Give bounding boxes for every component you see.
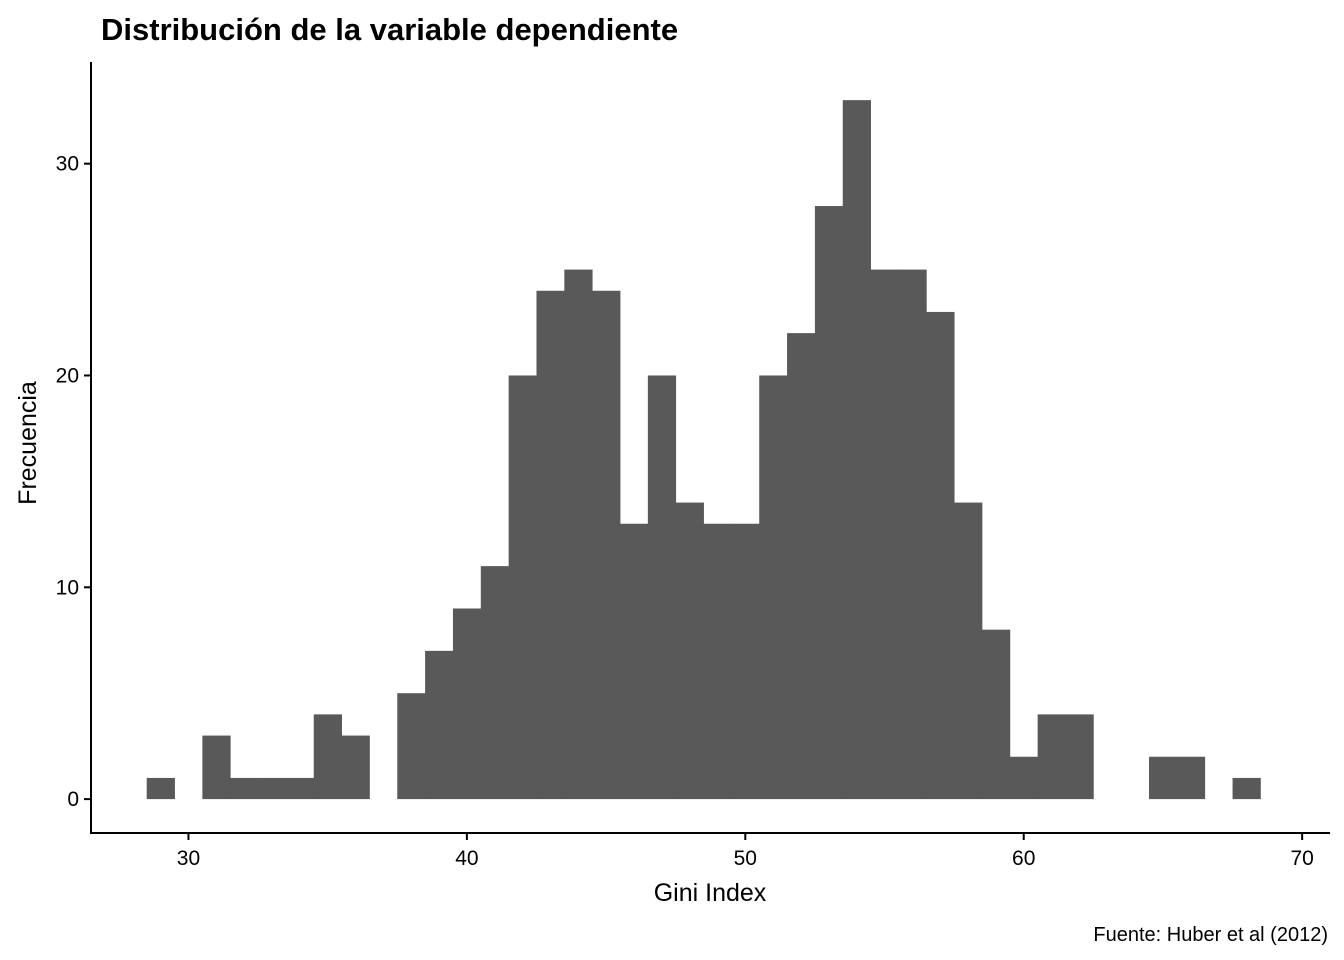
histogram-bar (898, 269, 927, 800)
histogram-bar (954, 502, 983, 800)
histogram-bar (230, 777, 259, 800)
histogram-bar (842, 100, 871, 800)
y-tick-label: 30 (56, 153, 79, 176)
histogram-bar (202, 735, 231, 800)
histogram-bar (759, 375, 788, 800)
histogram-bar (1232, 777, 1261, 800)
histogram-bar (480, 566, 510, 800)
histogram-bar (1065, 714, 1094, 800)
x-tick-label: 30 (177, 847, 200, 870)
histogram-bar (620, 523, 649, 800)
histogram-bar (425, 650, 454, 800)
histogram-bar (703, 523, 732, 800)
chart-title: Distribución de la variable dependiente (101, 12, 678, 47)
histogram-bar (814, 206, 844, 800)
histogram-bar (285, 777, 315, 800)
histogram-bar (536, 290, 565, 800)
histogram-bar (1176, 756, 1206, 800)
x-tick-label: 50 (734, 847, 757, 870)
histogram-bar (258, 777, 287, 800)
x-axis-label: Gini Index (654, 879, 767, 907)
histogram-bar (870, 269, 899, 800)
x-tick-label: 70 (1290, 847, 1313, 870)
x-ticks-group: 30 40 50 60 70 (177, 833, 1314, 870)
histogram-bar (787, 333, 816, 800)
y-ticks-group: 0 10 20 30 (56, 153, 91, 811)
histogram-bar (313, 714, 342, 800)
histogram-bar (1149, 756, 1178, 800)
y-axis-label: Frecuencia (14, 381, 42, 505)
x-tick-label: 40 (455, 847, 478, 870)
histogram-bar (508, 375, 537, 800)
bars-group (146, 100, 1261, 800)
histogram-bar (675, 502, 704, 800)
y-tick-label: 20 (56, 364, 79, 387)
histogram-bar (341, 735, 370, 800)
histogram-bar (564, 269, 593, 800)
histogram-bar (1009, 756, 1039, 800)
histogram-bar (926, 311, 955, 800)
y-tick-label: 10 (56, 576, 79, 599)
histogram-bar (397, 693, 426, 800)
histogram-bar (592, 290, 621, 800)
histogram-bar (1037, 714, 1066, 800)
histogram-bar (981, 629, 1011, 800)
y-tick-label: 0 (67, 788, 79, 811)
x-tick-label: 60 (1012, 847, 1035, 870)
histogram-bar (647, 375, 677, 800)
chart-caption: Fuente: Huber et al (2012) (1093, 924, 1328, 946)
histogram-bar (146, 777, 175, 800)
histogram-bar (731, 523, 760, 800)
histogram-bar (452, 608, 482, 800)
